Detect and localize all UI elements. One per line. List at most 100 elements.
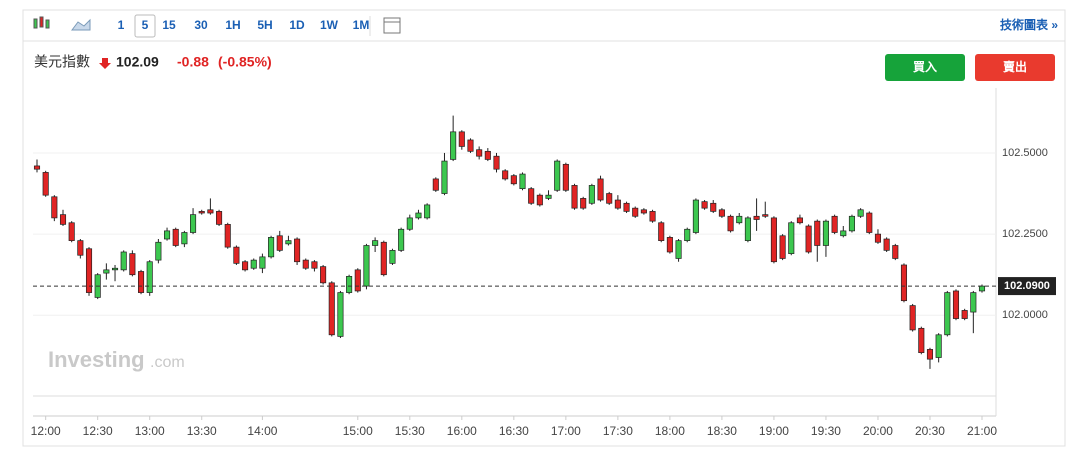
candle-body	[874, 233, 882, 243]
candle-body	[224, 224, 231, 248]
candle-body	[346, 275, 353, 293]
frame	[22, 9, 1066, 447]
candle-body	[744, 217, 751, 241]
candle-body	[961, 310, 968, 319]
table-icon[interactable]	[383, 17, 401, 34]
candle-body	[68, 222, 75, 241]
watermark-suffix: .com	[150, 354, 185, 371]
candle-body	[779, 235, 786, 259]
candle-body	[588, 185, 595, 204]
candle-body	[190, 214, 197, 233]
candle-body	[129, 253, 136, 276]
candle-body	[328, 282, 335, 336]
candle-body	[33, 165, 41, 170]
candle-body	[640, 209, 647, 214]
change-pct: (-0.85%)	[218, 54, 272, 70]
candle-icon[interactable]	[33, 16, 50, 29]
candle-body	[632, 207, 639, 217]
candle-body	[892, 245, 899, 259]
candle-body	[242, 261, 249, 271]
interval-selected[interactable]	[134, 14, 156, 38]
interval[interactable]: 15	[162, 18, 176, 32]
chart-link[interactable]: 技術圖表 »	[1000, 17, 1058, 32]
candle-body	[519, 173, 526, 190]
candle-body	[467, 139, 474, 152]
candle-body	[796, 217, 803, 224]
candle-body	[788, 222, 795, 254]
area-icon[interactable]	[71, 18, 91, 31]
candle-body	[51, 196, 58, 219]
candle-body	[562, 163, 569, 191]
candle-body	[302, 259, 309, 269]
candle-body	[857, 209, 864, 217]
buy-label[interactable]: 買入	[913, 60, 937, 74]
candle-body	[372, 240, 379, 246]
interval[interactable]: 1M	[353, 18, 370, 32]
candle-body	[450, 131, 457, 160]
candle-body	[614, 199, 621, 209]
candle-body	[822, 220, 829, 246]
candle-body	[146, 261, 153, 293]
interval[interactable]: 1H	[225, 18, 240, 32]
candle-body	[233, 246, 240, 264]
candle-body	[978, 285, 986, 292]
interval[interactable]: 5H	[257, 18, 272, 32]
candle-body	[164, 230, 171, 240]
last-price-box	[998, 277, 1056, 296]
candle-body	[536, 194, 543, 206]
candle-body	[484, 150, 491, 160]
candle-body	[944, 292, 951, 336]
candle-body	[320, 266, 327, 284]
x-tick-label: 13:30	[187, 424, 217, 438]
interval[interactable]: 1W	[320, 18, 339, 32]
candle-body	[103, 269, 110, 274]
candle-body	[762, 214, 769, 217]
candle-body	[710, 202, 717, 212]
candle-body	[85, 248, 93, 293]
candle-body	[900, 264, 908, 302]
candle-body	[172, 228, 179, 246]
sell-label[interactable]: 賣出	[1002, 59, 1027, 74]
down-arrow	[99, 58, 111, 69]
candle-body	[866, 212, 873, 233]
x-tick-label: 13:00	[135, 424, 165, 438]
candle-body	[476, 149, 483, 157]
x-tick-label: 12:30	[83, 424, 113, 438]
x-tick-label: 20:00	[863, 424, 893, 438]
x-tick-label: 18:00	[655, 424, 685, 438]
candle-body	[111, 267, 119, 271]
candle-body	[883, 238, 890, 251]
x-tick-label: 20:30	[915, 424, 945, 438]
candle-body	[753, 215, 760, 220]
watermark-brand: Investing	[48, 347, 145, 372]
candle-body	[666, 237, 673, 253]
candle-body	[311, 261, 318, 269]
interval[interactable]: 1D	[289, 18, 305, 32]
candle-body	[510, 175, 517, 185]
candle-body	[285, 240, 292, 245]
x-tick-label: 12:00	[31, 424, 61, 438]
candle-body	[493, 155, 500, 170]
interval[interactable]: 1	[118, 18, 125, 32]
change: -0.88	[177, 54, 209, 70]
last-price-label: 102.0900	[1004, 280, 1050, 292]
sell-button[interactable]	[975, 54, 1055, 81]
candle-body	[935, 334, 942, 358]
x-tick-label: 17:00	[551, 424, 581, 438]
candle-body	[259, 256, 266, 269]
candle-body	[42, 172, 49, 196]
candle-body	[805, 225, 812, 253]
candle-body	[727, 215, 734, 232]
y-tick-label: 102.5000	[1002, 147, 1048, 159]
interval[interactable]: 5	[142, 18, 149, 32]
candle-body	[831, 215, 838, 233]
candle-body	[441, 160, 448, 194]
symbol-name: 美元指數	[34, 54, 90, 70]
candle-body	[528, 188, 535, 204]
interval[interactable]: 30	[194, 18, 208, 32]
candle-body	[207, 209, 214, 214]
x-tick-label: 19:30	[811, 424, 841, 438]
buy-button[interactable]	[885, 54, 965, 81]
candle-body	[970, 292, 977, 313]
